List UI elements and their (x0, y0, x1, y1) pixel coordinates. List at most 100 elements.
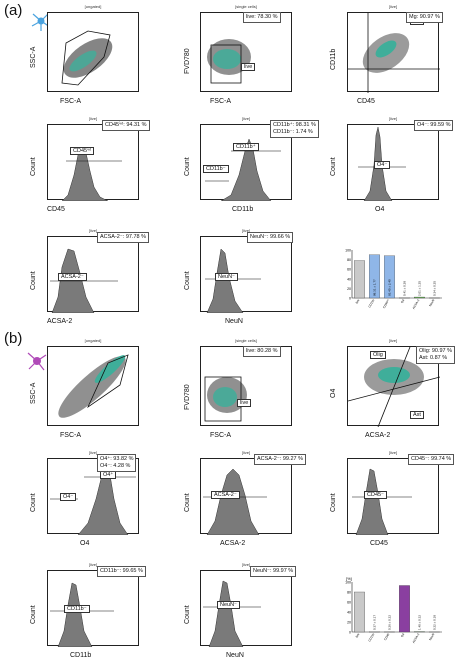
stat-olig: Olig: 90.97 % (419, 348, 453, 354)
y-axis-label: Count (30, 605, 37, 624)
x-axis-label: FSC-A (210, 432, 231, 439)
y-axis-label: FVD780 (184, 48, 191, 74)
y-tick-label: 40 (347, 277, 351, 281)
a-bar-chart: 0 20 40 60 80 100 live 98.31 ± 1.77 CD11b 93.40 ±… (340, 242, 444, 312)
b-scatter-fsc-fvd780: [single cells] live (200, 338, 292, 426)
gate-label-acsa2-neg: ACSA-2⁻ (58, 273, 87, 281)
a-hist-o4: [live] O4⁻ (347, 116, 439, 201)
x-category-label: live (355, 632, 361, 638)
x-category-label: CD45ⁱⁿᵗ (381, 298, 390, 309)
x-axis-label: ACSA-2 (365, 432, 391, 439)
x-category-label: O4 (400, 298, 406, 304)
y-axis-label: FVD780 (184, 384, 191, 410)
microglia-cell-icon (30, 10, 52, 32)
plot-title: [live] (88, 228, 98, 233)
oligodendrocyte-cell-icon (26, 350, 48, 372)
bar-value-label: 0.34 ± 0.25 (433, 281, 437, 296)
y-tick-label: 60 (347, 268, 351, 272)
y-axis-label: SSC-A (30, 46, 37, 68)
gate-label-live: live (241, 63, 256, 71)
a-hist-neun: [live] NeuN⁻ (200, 228, 292, 313)
y-axis-label: SSC-A (30, 382, 37, 404)
stat-o4-neg: O4⁻: 99.59 % (414, 120, 454, 131)
y-tick-label: 0 (349, 631, 351, 635)
bar-axes (351, 582, 442, 633)
y-axis-label: Count (30, 493, 37, 512)
y-tick-label: 80 (347, 591, 351, 595)
gate-label-cd11b-pos: CD11b⁺ (233, 143, 259, 151)
gate-label-neun-neg: NeuN⁻ (217, 601, 240, 609)
plot-title: [live] (241, 228, 251, 233)
y-axis-label: Count (30, 157, 37, 176)
y-tick-label: 0 (349, 297, 351, 301)
x-category-label: O4 (400, 632, 406, 638)
y-axis-label: Count (184, 157, 191, 176)
stat-ast: Ast: 0.87 % (419, 355, 448, 361)
stat-cd11b: CD11b⁺: 98.31 % CD11b⁻: 1.74 % (270, 120, 319, 138)
bar-value-label: 0.26 ± 0.22 (388, 615, 392, 630)
stat-cd45-neg: CD45⁻: 99.74 % (408, 454, 455, 465)
y-axis-label: CD11b (330, 48, 337, 70)
plot-title: [ungated] (84, 338, 102, 343)
x-axis-label: FSC-A (60, 432, 81, 439)
a-scatter-fsc-fvd780: [single cells] live (200, 4, 292, 92)
a-scatter-cd45-cd11b: [live] Mg (347, 4, 440, 93)
plot-title: [live] (88, 562, 98, 567)
stat-cd45int: CD45ⁱⁿᵗ: 94.31 % (102, 120, 150, 131)
plot-title: [live] (388, 338, 398, 343)
b-hist-neun: [live] NeuN⁻ (200, 562, 292, 647)
b-hist-cd11b: [live] CD11b⁻ (47, 562, 139, 647)
plot-title: [single cells] (235, 4, 257, 9)
x-axis-label: ACSA-2 (47, 318, 73, 325)
stat-neun-neg: NeuN⁻: 99.66 % (247, 232, 294, 243)
gate-label-cd11b-neg: CD11b⁻ (203, 165, 229, 173)
gate-label-o4-neg: O4⁻ (374, 161, 391, 169)
x-axis-label: O4 (375, 206, 385, 213)
bar-value-label: 0.22 ± 0.18 (433, 615, 437, 630)
stat-mg: Mg: 90.97 % (406, 12, 443, 23)
stat-neun-neg: NeuN⁻: 99.97 % (250, 566, 297, 577)
x-category-label: ACSA-2 (411, 298, 420, 310)
x-axis-label: NeuN (225, 318, 243, 325)
bar-value-label: 93.40 ± 2.40 (388, 279, 392, 296)
bar-value-label: 0.41 ± 0.28 (403, 281, 407, 296)
y-axis-label: O4 (330, 388, 337, 398)
y-tick-label: 60 (347, 601, 351, 605)
x-axis-label: ACSA-2 (220, 540, 246, 547)
stat-olig-ast: Olig: 90.97 % Ast: 0.87 % (416, 346, 456, 364)
x-category-label: CD11b (367, 298, 375, 308)
bar (354, 260, 365, 299)
stat-acsa2-neg: ACSA-2⁻: 99.27 % (254, 454, 307, 465)
y-axis-label: Count (184, 493, 191, 512)
bar-value-label: 0.37 ± 0.17 (373, 615, 377, 630)
stat-live: live: 80.28 % (243, 346, 281, 357)
bar-axes (351, 250, 442, 299)
gate-label-cd45int: CD45ⁱⁿᵗ (70, 147, 95, 155)
stat-cd11b-neg: CD11b⁻: 1.74 % (273, 129, 313, 135)
gate-label-cd11b-neg: CD11b⁻ (64, 605, 90, 613)
x-axis-label: CD45 (47, 206, 65, 213)
a-scatter-fsc-ssc: [ungated] (47, 4, 139, 92)
plot-title: [live] (241, 116, 251, 121)
stat-o4: O4⁺: 93.82 % O4⁻: 4.28 % (97, 454, 137, 472)
gate-label-live: live (237, 399, 252, 407)
stat-acsa2-neg: ACSA-2⁻: 97.78 % (97, 232, 150, 243)
x-category-label: live (355, 298, 361, 304)
gate-label-neun-neg: NeuN⁻ (215, 273, 238, 281)
bar (384, 255, 395, 299)
gate-label-acsa2-neg: ACSA-2⁻ (211, 491, 240, 499)
x-axis-label: FSC-A (210, 98, 231, 105)
x-axis-label: CD11b (70, 652, 92, 659)
x-category-label: CD11b (367, 632, 375, 642)
y-tick-label: 80 (347, 258, 351, 262)
y-tick-label: 20 (347, 621, 351, 625)
panel-a-label: (a) (4, 2, 23, 19)
y-axis-label: Count (184, 605, 191, 624)
plot-title: [live] (388, 450, 398, 455)
a-hist-cd45: [live] CD45ⁱⁿᵗ (47, 116, 139, 201)
bar-value-label: 2.01 ± 1.25 (418, 281, 422, 296)
gate-label-olig: Olig (370, 351, 386, 359)
bar (399, 585, 410, 633)
bar (369, 254, 380, 299)
panel-b-label: (b) (4, 330, 23, 347)
